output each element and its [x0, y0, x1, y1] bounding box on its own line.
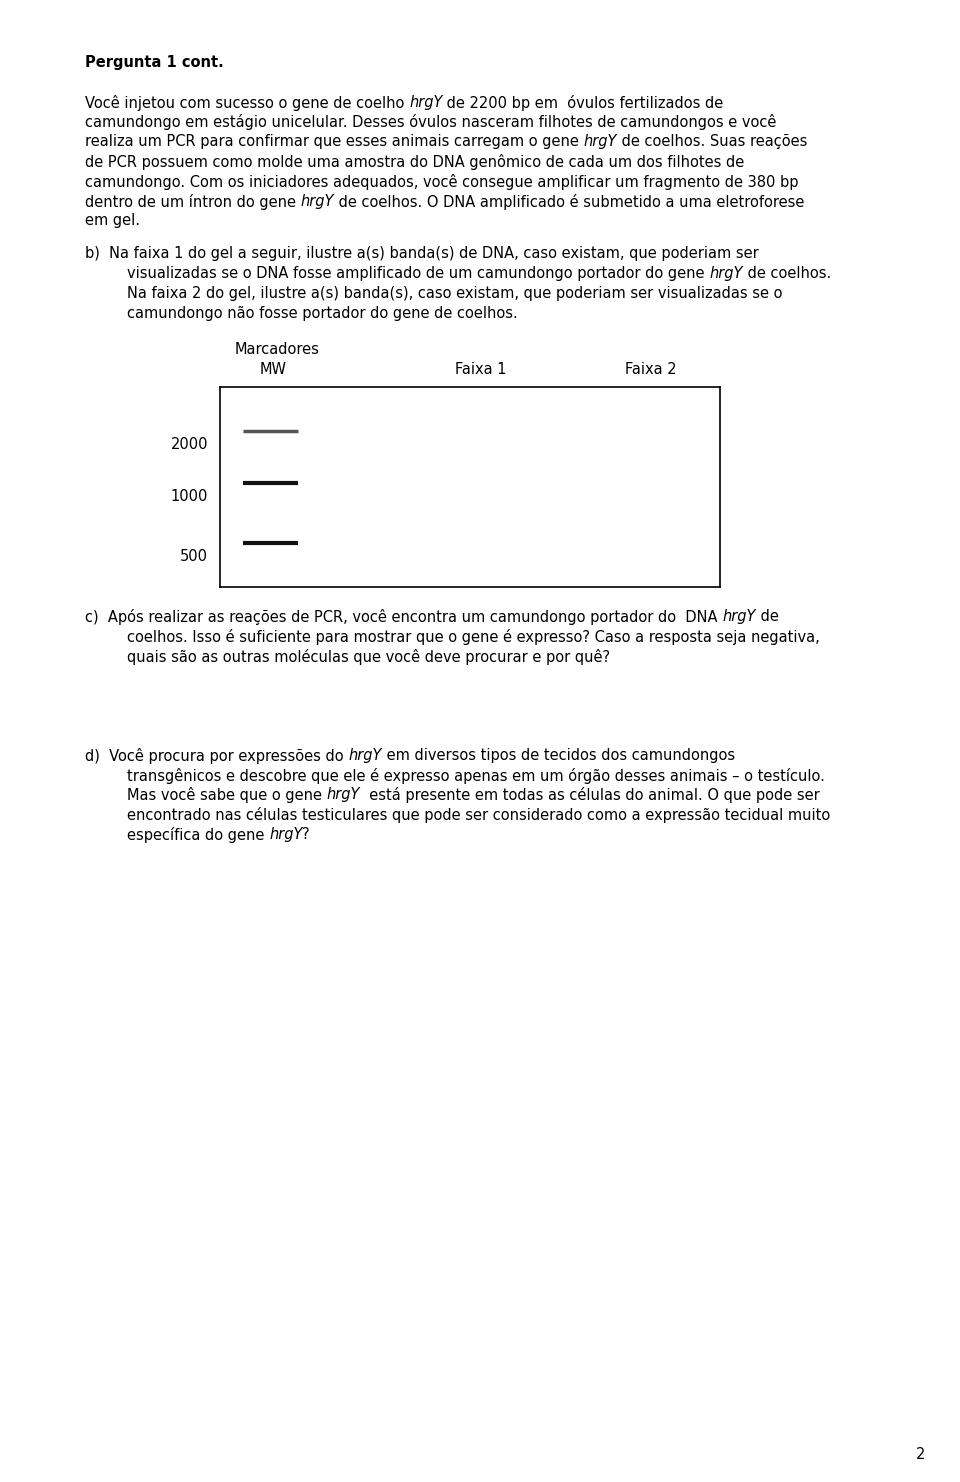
Text: camundongo não fosse portador do gene de coelhos.: camundongo não fosse portador do gene de…: [127, 305, 517, 320]
Text: Na faixa 2 do gel, ilustre a(s) banda(s), caso existam, que poderiam ser visuali: Na faixa 2 do gel, ilustre a(s) banda(s)…: [127, 286, 782, 301]
Text: 500: 500: [180, 550, 208, 565]
Text: de 2200 bp em  óvulos fertilizados de: de 2200 bp em óvulos fertilizados de: [443, 95, 724, 111]
Text: dentro de um íntron do gene: dentro de um íntron do gene: [85, 194, 300, 209]
Text: 1000: 1000: [171, 489, 208, 504]
Text: Faixa 1: Faixa 1: [455, 362, 507, 378]
Text: ?: ?: [302, 827, 310, 842]
Text: 2: 2: [916, 1446, 925, 1463]
Text: camundongo em estágio unicelular. Desses óvulos nasceram filhotes de camundongos: camundongo em estágio unicelular. Desses…: [85, 114, 777, 130]
Text: d)  Você procura por expressões do: d) Você procura por expressões do: [85, 748, 348, 763]
Text: camundongo. Com os iniciadores adequados, você consegue amplificar um fragmento : camundongo. Com os iniciadores adequados…: [85, 173, 799, 190]
Text: b)  Na faixa 1 do gel a seguir, ilustre a(s) banda(s) de DNA, caso existam, que : b) Na faixa 1 do gel a seguir, ilustre a…: [85, 246, 758, 261]
Text: hrgY: hrgY: [709, 267, 742, 282]
Text: Pergunta 1 cont.: Pergunta 1 cont.: [85, 55, 224, 70]
Text: Faixa 2: Faixa 2: [625, 362, 677, 378]
Text: hrgY: hrgY: [326, 787, 360, 802]
Text: hrgY: hrgY: [409, 95, 443, 110]
Text: coelhos. Isso é suficiente para mostrar que o gene é expresso? Caso a resposta s: coelhos. Isso é suficiente para mostrar …: [127, 628, 820, 645]
Text: de PCR possuem como molde uma amostra do DNA genômico de cada um dos filhotes de: de PCR possuem como molde uma amostra do…: [85, 154, 744, 170]
Text: MW: MW: [260, 362, 287, 378]
Text: hrgY: hrgY: [722, 609, 756, 624]
Text: hrgY: hrgY: [348, 748, 382, 763]
Text: de coelhos.: de coelhos.: [742, 267, 830, 282]
Text: Marcadores: Marcadores: [235, 342, 320, 357]
Text: hrgY: hrgY: [584, 135, 617, 150]
Text: em diversos tipos de tecidos dos camundongos: em diversos tipos de tecidos dos camundo…: [382, 748, 734, 763]
Text: em gel.: em gel.: [85, 213, 140, 228]
Text: visualizadas se o DNA fosse amplificado de um camundongo portador do gene: visualizadas se o DNA fosse amplificado …: [127, 267, 709, 282]
Text: está presente em todas as células do animal. O que pode ser: está presente em todas as células do ani…: [360, 787, 820, 803]
Text: de coelhos. O DNA amplificado é submetido a uma eletroforese: de coelhos. O DNA amplificado é submetid…: [334, 194, 804, 209]
Text: Você injetou com sucesso o gene de coelho: Você injetou com sucesso o gene de coelh…: [85, 95, 409, 111]
Text: de coelhos. Suas reações: de coelhos. Suas reações: [617, 135, 807, 150]
Text: transgênicos e descobre que ele é expresso apenas em um órgão desses animais – o: transgênicos e descobre que ele é expres…: [127, 768, 825, 784]
Text: hrgY: hrgY: [300, 194, 334, 209]
Text: quais são as outras moléculas que você deve procurar e por quê?: quais são as outras moléculas que você d…: [127, 649, 611, 665]
Text: de: de: [756, 609, 779, 624]
Text: específica do gene: específica do gene: [127, 827, 269, 843]
Text: hrgY: hrgY: [269, 827, 302, 842]
Text: 2000: 2000: [171, 437, 208, 452]
Text: c)  Após realizar as reações de PCR, você encontra um camundongo portador do  DN: c) Após realizar as reações de PCR, você…: [85, 609, 722, 625]
Text: encontrado nas células testiculares que pode ser considerado como a expressão te: encontrado nas células testiculares que …: [127, 808, 830, 823]
Text: Mas você sabe que o gene: Mas você sabe que o gene: [127, 787, 326, 803]
Text: realiza um PCR para confirmar que esses animais carregam o gene: realiza um PCR para confirmar que esses …: [85, 135, 584, 150]
